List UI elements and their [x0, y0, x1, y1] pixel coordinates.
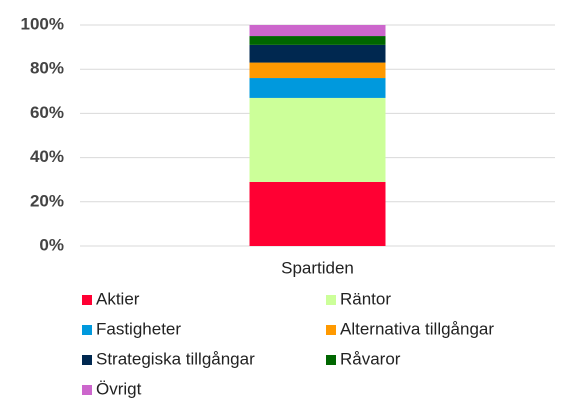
legend-label: Övrigt: [96, 379, 142, 398]
y-tick-label: 0%: [39, 235, 64, 254]
bar-segment: [249, 78, 386, 98]
legend-label: Strategiska tillgångar: [96, 349, 255, 368]
bar-segment: [249, 36, 386, 45]
y-tick-label: 80%: [30, 59, 64, 78]
legend-label: Fastigheter: [96, 319, 181, 338]
legend-swatch: [326, 355, 336, 365]
y-tick-label: 40%: [30, 147, 64, 166]
bar-segment: [249, 62, 386, 79]
bar-segment: [249, 181, 386, 246]
x-tick-label: Spartiden: [281, 258, 354, 277]
legend-swatch: [82, 325, 92, 335]
y-tick-label: 60%: [30, 103, 64, 122]
legend-swatch: [326, 325, 336, 335]
legend-label: Råvaror: [340, 349, 401, 368]
bar-segment: [249, 44, 386, 63]
y-tick-label: 20%: [30, 191, 64, 210]
bar-segment: [249, 25, 386, 37]
legend-label: Alternativa tillgångar: [340, 319, 494, 338]
legend-swatch: [82, 295, 92, 305]
legend-swatch: [82, 355, 92, 365]
legend-label: Aktier: [96, 289, 140, 308]
bar-segment: [249, 97, 386, 182]
legend-swatch: [326, 295, 336, 305]
y-tick-label: 100%: [21, 14, 64, 33]
legend-label: Räntor: [340, 289, 391, 308]
legend-swatch: [82, 385, 92, 395]
